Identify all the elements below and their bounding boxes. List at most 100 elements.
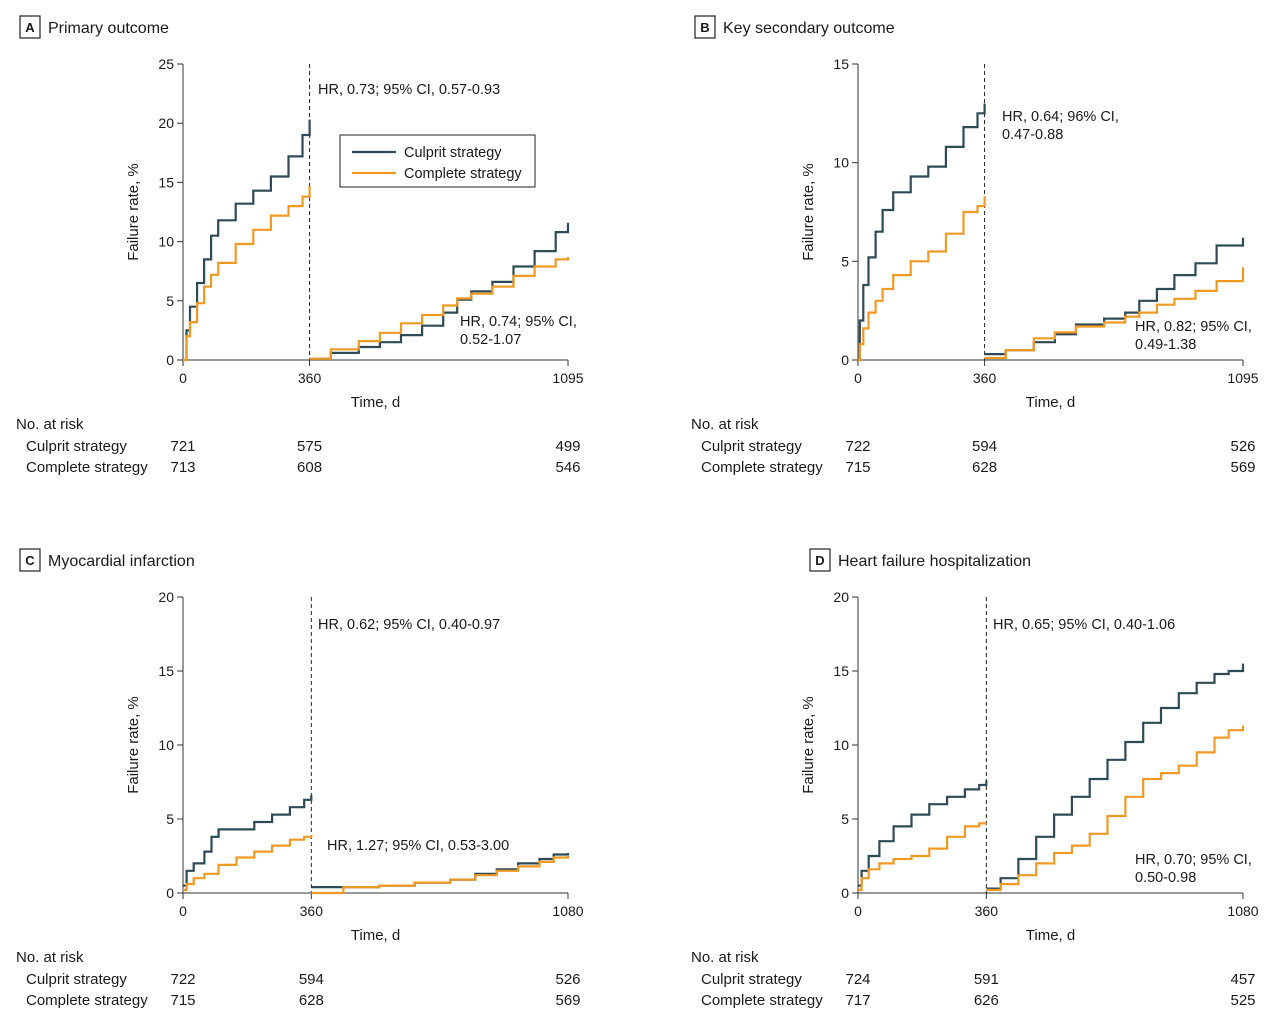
hr-annotation: 0.49-1.38 <box>1135 337 1196 353</box>
hr-annotation: HR, 0.70; 95% CI, <box>1135 852 1252 868</box>
x-tick-label: 0 <box>179 903 187 919</box>
series-line-complete-period-2 <box>311 856 570 895</box>
risk-value-culprit: 594 <box>972 438 997 455</box>
series-line-complete-period-2 <box>986 725 1245 892</box>
y-tick-label: 25 <box>158 56 174 72</box>
panel-a: A Primary outcome 0 5 10 15 20 25 0 360 1095 Time, … <box>16 15 584 476</box>
panel-title: Heart failure hospitalization <box>838 553 1031 570</box>
risk-value-complete: 717 <box>845 992 870 1009</box>
y-tick-label: 10 <box>158 234 174 250</box>
risk-value-complete: 715 <box>170 992 195 1009</box>
hr-annotation: HR, 1.27; 95% CI, 0.53-3.00 <box>327 838 509 854</box>
panel-letter-box <box>694 15 716 39</box>
y-tick-label: 0 <box>166 885 174 901</box>
hr-annotation: HR, 0.82; 95% CI, <box>1135 319 1252 335</box>
risk-table: No. at risk Culprit strategy Complete stra… <box>16 416 581 476</box>
risk-value-complete: 525 <box>1230 992 1255 1009</box>
x-tick-label: 360 <box>298 370 322 386</box>
risk-value-culprit: 575 <box>297 438 322 455</box>
risk-value-culprit: 594 <box>299 971 324 988</box>
panel-letter: A <box>25 20 35 35</box>
panel-c: C Myocardial infarction 0 5 10 15 20 0 360 1080 Ti… <box>16 548 584 1009</box>
x-tick-label: 1080 <box>1227 903 1258 919</box>
risk-table: No. at risk Culprit strategy Complete stra… <box>16 949 581 1009</box>
hr-annotation: 0.47-0.88 <box>1002 127 1063 143</box>
y-tick-label: 5 <box>166 811 174 827</box>
hr-annotation: HR, 0.74; 95% CI, <box>460 314 577 330</box>
risk-row-label-complete: Complete strategy <box>26 459 148 476</box>
x-tick-label: 360 <box>300 903 324 919</box>
x-axis-title: Time, d <box>351 927 400 944</box>
series-line-complete-period-2 <box>309 257 570 360</box>
risk-row-label-culprit: Culprit strategy <box>26 971 127 988</box>
risk-value-complete: 715 <box>845 459 870 476</box>
y-tick-label: 10 <box>833 737 849 753</box>
panel-letter: D <box>815 553 824 568</box>
panel-b: B Key secondary outcome 0 5 10 15 0 360 1095 Time… <box>691 15 1259 476</box>
risk-row-label-culprit: Culprit strategy <box>701 971 802 988</box>
y-tick-label: 10 <box>833 155 849 171</box>
risk-value-culprit: 526 <box>1230 438 1255 455</box>
risk-value-culprit: 499 <box>555 438 580 455</box>
series-line-complete-period-2 <box>984 267 1245 360</box>
series-line-culprit-period-1 <box>858 780 988 887</box>
series-culprit <box>858 663 1245 890</box>
x-axis-title: Time, d <box>1026 927 1075 944</box>
risk-row-label-complete: Complete strategy <box>26 992 148 1009</box>
risk-row-label-culprit: Culprit strategy <box>26 438 127 455</box>
risk-value-complete: 608 <box>297 459 322 476</box>
x-tick-label: 0 <box>854 903 862 919</box>
panel-title: Key secondary outcome <box>723 20 895 37</box>
risk-value-culprit: 722 <box>845 438 870 455</box>
x-tick-label: 1095 <box>1227 370 1258 386</box>
risk-value-culprit: 722 <box>170 971 195 988</box>
x-tick-label: 1080 <box>552 903 583 919</box>
risk-row-label-culprit: Culprit strategy <box>701 438 802 455</box>
risk-value-complete: 569 <box>555 992 580 1009</box>
series-culprit <box>183 119 570 362</box>
x-tick-label: 360 <box>975 903 999 919</box>
panel-letter-box <box>19 548 41 572</box>
series-line-culprit-period-1 <box>858 103 986 362</box>
x-tick-label: 0 <box>179 370 187 386</box>
y-tick-label: 5 <box>841 253 849 269</box>
panel-title: Myocardial infarction <box>48 553 195 570</box>
legend: Culprit strategy Complete strategy <box>339 134 536 188</box>
y-tick-label: 15 <box>158 174 174 190</box>
risk-table-header: No. at risk <box>691 949 759 966</box>
series-line-complete-period-1 <box>858 196 986 362</box>
y-axis-title: Failure rate, % <box>125 696 142 794</box>
hr-annotation: HR, 0.62; 95% CI, 0.40-0.97 <box>318 617 500 633</box>
panel-title: Primary outcome <box>48 20 169 37</box>
risk-table: No. at risk Culprit strategy Complete stra… <box>691 949 1256 1009</box>
series-line-culprit-period-2 <box>309 222 570 360</box>
series-line-culprit-period-1 <box>183 119 311 362</box>
series-line-complete-period-1 <box>858 822 987 892</box>
y-tick-label: 20 <box>158 115 174 131</box>
risk-value-culprit: 724 <box>845 971 870 988</box>
y-tick-label: 15 <box>158 663 174 679</box>
risk-table-header: No. at risk <box>691 416 759 433</box>
x-axis-title: Time, d <box>1026 394 1075 411</box>
risk-value-culprit: 457 <box>1230 971 1255 988</box>
panel-letter: C <box>25 553 35 568</box>
hr-annotation: 0.50-0.98 <box>1135 870 1196 886</box>
y-axis-title: Failure rate, % <box>800 696 817 794</box>
risk-row-label-complete: Complete strategy <box>701 459 823 476</box>
series-line-culprit-period-1 <box>183 795 313 887</box>
x-tick-label: 360 <box>973 370 997 386</box>
y-tick-label: 5 <box>166 293 174 309</box>
panel-letter-box <box>19 15 41 39</box>
y-tick-label: 0 <box>841 352 849 368</box>
series-line-culprit-period-2 <box>986 663 1245 890</box>
y-tick-label: 0 <box>841 885 849 901</box>
risk-value-complete: 569 <box>1230 459 1255 476</box>
legend-label-culprit: Culprit strategy <box>404 145 502 161</box>
hr-annotation: HR, 0.64; 96% CI, <box>1002 109 1119 125</box>
x-tick-label: 1095 <box>552 370 583 386</box>
panel-letter: B <box>700 20 709 35</box>
hr-annotation: HR, 0.65; 95% CI, 0.40-1.06 <box>993 617 1175 633</box>
y-tick-label: 10 <box>158 737 174 753</box>
y-tick-label: 20 <box>158 589 174 605</box>
panel-d: D Heart failure hospitalization 0 5 10 15 20 0 3… <box>691 548 1259 1009</box>
